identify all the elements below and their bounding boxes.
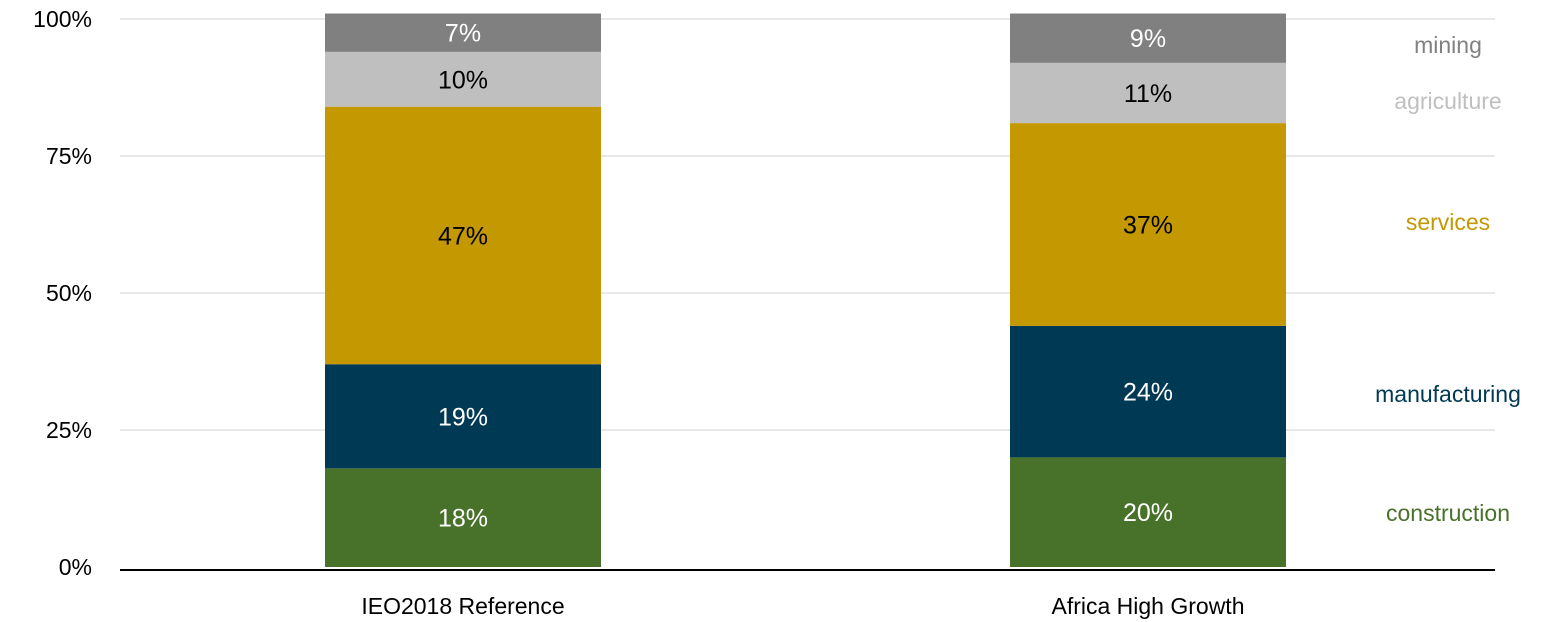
- x-category-label: IEO2018 Reference: [361, 593, 564, 619]
- data-label-services: 37%: [1123, 212, 1173, 240]
- bar-segment-mining: [1010, 13, 1286, 63]
- y-tick-label: 25%: [46, 417, 92, 443]
- data-labels: 18% 19% 47% 10% 7% 20% 24% 37% 11% 9%: [438, 20, 1173, 533]
- y-axis-tick-labels: 0% 25% 50% 75% 100%: [33, 6, 92, 580]
- bar-segment-construction: [1010, 457, 1286, 567]
- bar-segment-manufacturing: [325, 364, 601, 469]
- data-label-manufacturing: 24%: [1123, 379, 1173, 407]
- bar-segment-construction: [325, 468, 601, 567]
- x-axis-category-labels: IEO2018 Reference Africa High Growth: [361, 593, 1244, 619]
- legend-label-construction: construction: [1386, 500, 1510, 526]
- legend: construction manufacturing services agricul…: [1375, 32, 1521, 526]
- bar-segment-agriculture: [1010, 62, 1286, 124]
- data-label-construction: 20%: [1123, 499, 1173, 527]
- legend-label-manufacturing: manufacturing: [1375, 381, 1521, 407]
- y-tick-label: 0%: [59, 554, 92, 580]
- bar-segment-services: [325, 106, 601, 365]
- bar-segment-manufacturing: [1010, 325, 1286, 458]
- legend-label-services: services: [1406, 209, 1490, 235]
- data-label-agriculture: 11%: [1124, 80, 1172, 108]
- y-tick-label: 100%: [33, 6, 92, 32]
- bars: [325, 13, 1286, 567]
- legend-label-mining: mining: [1414, 32, 1482, 58]
- y-tick-label: 75%: [46, 143, 92, 169]
- legend-label-agriculture: agriculture: [1394, 88, 1501, 114]
- data-label-mining: 9%: [1130, 25, 1166, 53]
- bar-segment-mining: [325, 13, 601, 52]
- x-category-label: Africa High Growth: [1051, 593, 1244, 619]
- bar-segment-services: [1010, 123, 1286, 326]
- bar-segment-agriculture: [325, 51, 601, 107]
- data-label-manufacturing: 19%: [438, 403, 488, 431]
- data-label-mining: 7%: [445, 20, 481, 48]
- data-label-agriculture: 10%: [438, 66, 488, 94]
- data-label-construction: 18%: [438, 505, 488, 533]
- data-label-services: 47%: [438, 222, 488, 250]
- y-tick-label: 50%: [46, 280, 92, 306]
